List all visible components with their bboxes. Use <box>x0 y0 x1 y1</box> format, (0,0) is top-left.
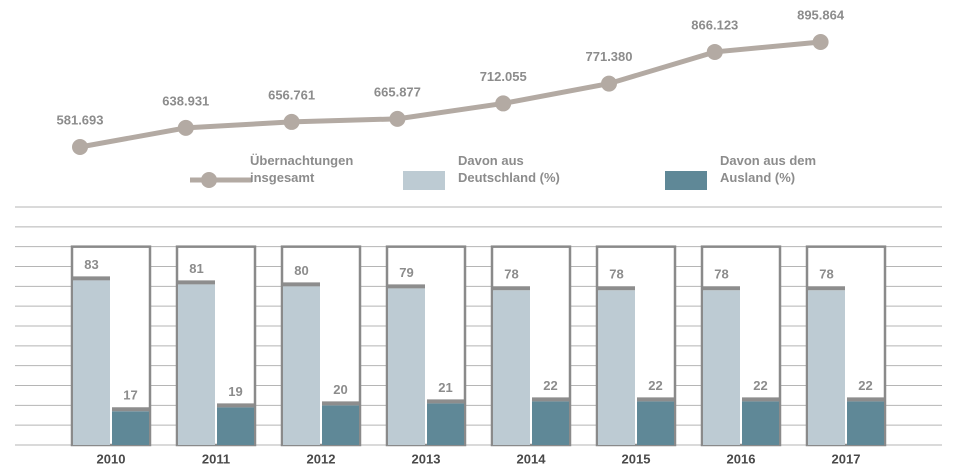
bar <box>532 401 569 445</box>
bar <box>322 405 359 445</box>
value-label: 78 <box>504 267 518 282</box>
x-tick-label: 2015 <box>622 451 651 466</box>
value-label: 80 <box>294 263 308 278</box>
value-label: 638.931 <box>162 93 209 108</box>
bar <box>217 407 254 445</box>
legend-point <box>201 172 217 188</box>
point <box>706 43 723 60</box>
point <box>72 139 88 155</box>
x-tick-label: 2010 <box>97 451 126 466</box>
legend-label: Übernachtungen insgesamt <box>250 153 354 185</box>
value-label: 712.055 <box>480 69 527 84</box>
value-label: 866.123 <box>691 17 738 32</box>
bar <box>493 290 530 445</box>
bar <box>427 403 464 445</box>
value-label: 22 <box>648 378 662 393</box>
bar <box>283 286 320 445</box>
value-label: 78 <box>819 267 833 282</box>
value-label: 665.877 <box>374 84 421 99</box>
point <box>389 110 406 127</box>
legend-swatch <box>665 171 707 190</box>
value-label: 81 <box>189 261 203 276</box>
x-tick-label: 2012 <box>307 451 336 466</box>
value-label: 83 <box>84 257 98 272</box>
bar <box>73 280 110 445</box>
x-tick-label: 2016 <box>727 451 756 466</box>
bar <box>112 411 149 445</box>
point <box>601 75 617 92</box>
value-label: 771.380 <box>586 49 633 64</box>
value-label: 895.864 <box>797 7 845 22</box>
x-tick-label: 2011 <box>202 451 230 466</box>
x-tick-label: 2013 <box>412 451 441 466</box>
value-label: 19 <box>228 384 242 399</box>
point <box>812 34 829 50</box>
value-label: 78 <box>714 267 728 282</box>
legend-label: Davon aus dem Ausland (%) <box>720 153 817 185</box>
bar <box>178 284 215 445</box>
x-tick-label: 2014 <box>517 451 547 466</box>
bar <box>598 290 635 445</box>
x-tick-label: 2017 <box>832 451 861 466</box>
value-label: 21 <box>438 380 452 395</box>
line <box>79 39 821 150</box>
bar <box>637 401 674 445</box>
value-label: 78 <box>609 267 623 282</box>
point <box>283 113 300 130</box>
value-label: 22 <box>753 378 767 393</box>
bar <box>808 290 845 445</box>
legend-swatch <box>403 171 445 190</box>
bar <box>703 290 740 445</box>
value-label: 656.761 <box>268 87 315 102</box>
bar <box>742 401 779 445</box>
value-label: 79 <box>399 265 413 280</box>
point <box>495 95 512 112</box>
value-label: 22 <box>543 378 557 393</box>
value-label: 581.693 <box>57 112 104 127</box>
bar <box>847 401 884 445</box>
legend-label: Davon aus Deutschland (%) <box>458 153 560 185</box>
value-label: 17 <box>123 388 137 403</box>
value-label: 22 <box>858 378 872 393</box>
point <box>177 119 194 136</box>
value-label: 20 <box>333 382 347 397</box>
bar <box>388 288 425 445</box>
